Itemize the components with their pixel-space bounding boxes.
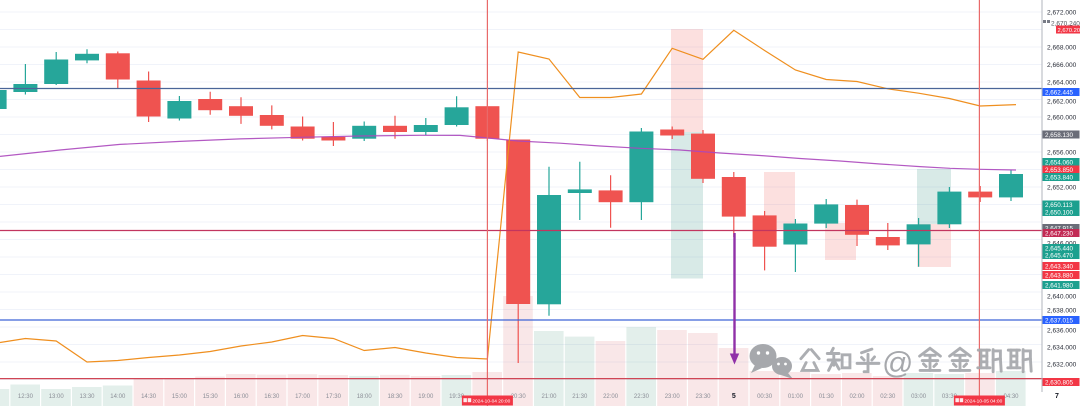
svg-text:13:00: 13:00 [49,394,65,400]
svg-text:2,636.000: 2,636.000 [1047,328,1077,335]
svg-text:04:30: 04:30 [1003,394,1019,400]
svg-text:2,660.000: 2,660.000 [1047,115,1077,122]
svg-text:2,654.060: 2,654.060 [1045,159,1074,166]
svg-text:2,630.805: 2,630.805 [1045,379,1074,386]
svg-text:14:00: 14:00 [110,394,126,400]
svg-text:23:00: 23:00 [665,394,681,400]
svg-text:2,650.100: 2,650.100 [1045,209,1074,216]
svg-text:2,668.000: 2,668.000 [1047,45,1077,52]
svg-text:20:30: 20:30 [511,394,527,400]
svg-text:2024-10-04 20:00: 2024-10-04 20:00 [472,399,510,405]
svg-text:01:30: 01:30 [819,394,835,400]
svg-text:02:00: 02:00 [849,394,865,400]
svg-text:2,662.000: 2,662.000 [1047,99,1077,106]
svg-text:2,662.445: 2,662.445 [1045,89,1074,96]
svg-text:17:00: 17:00 [295,394,311,400]
svg-text:2,647.230: 2,647.230 [1045,230,1074,237]
svg-text:2,637.015: 2,637.015 [1045,317,1074,324]
svg-text:12:30: 12:30 [18,394,34,400]
svg-text:16:30: 16:30 [264,394,280,400]
svg-text:22:00: 22:00 [603,394,619,400]
svg-text:2,640.000: 2,640.000 [1047,294,1077,301]
svg-text:2,658.130: 2,658.130 [1045,132,1074,139]
svg-text:00:30: 00:30 [757,394,773,400]
svg-text:2,653.850: 2,653.850 [1045,167,1074,174]
svg-text:2,638.000: 2,638.000 [1047,308,1077,315]
svg-text:2,650.113: 2,650.113 [1045,202,1073,209]
svg-text:2,632.000: 2,632.000 [1047,362,1077,369]
svg-text:2,643.880: 2,643.880 [1045,272,1074,279]
svg-text:2,670.200: 2,670.200 [1058,28,1080,34]
svg-text:2,652.000: 2,652.000 [1047,185,1077,192]
svg-text:17:30: 17:30 [326,394,342,400]
svg-text:2,653.840: 2,653.840 [1045,174,1074,181]
svg-text:23:30: 23:30 [695,394,711,400]
svg-text:01:00: 01:00 [788,394,804,400]
svg-text:7: 7 [1055,393,1059,400]
svg-text:2024-10-05 04:00: 2024-10-05 04:00 [964,399,1002,405]
svg-text:14:30: 14:30 [141,394,157,400]
svg-text:22:30: 22:30 [634,394,650,400]
svg-text:@: @ [882,345,913,380]
svg-text:03:00: 03:00 [911,394,927,400]
svg-text:2,656.000: 2,656.000 [1047,150,1077,157]
svg-text:2,643.340: 2,643.340 [1045,263,1074,270]
svg-text:18:30: 18:30 [387,394,403,400]
svg-text:15:00: 15:00 [172,394,188,400]
svg-text:02:30: 02:30 [880,394,896,400]
svg-text:15:30: 15:30 [203,394,219,400]
svg-text:21:00: 21:00 [541,394,557,400]
svg-text:2,664.000: 2,664.000 [1047,80,1077,87]
svg-text:2,634.000: 2,634.000 [1047,345,1077,352]
svg-text:2,666.000: 2,666.000 [1047,62,1077,69]
svg-text:16:00: 16:00 [233,394,249,400]
svg-text:13:30: 13:30 [79,394,95,400]
svg-text:2,641.980: 2,641.980 [1045,282,1074,289]
svg-text:19:00: 19:00 [418,394,434,400]
svg-text:2,672.000: 2,672.000 [1047,10,1077,17]
svg-text:5: 5 [732,393,736,400]
svg-text:18:00: 18:00 [357,394,373,400]
svg-text:21:30: 21:30 [572,394,588,400]
svg-text:2,645.470: 2,645.470 [1045,252,1074,259]
